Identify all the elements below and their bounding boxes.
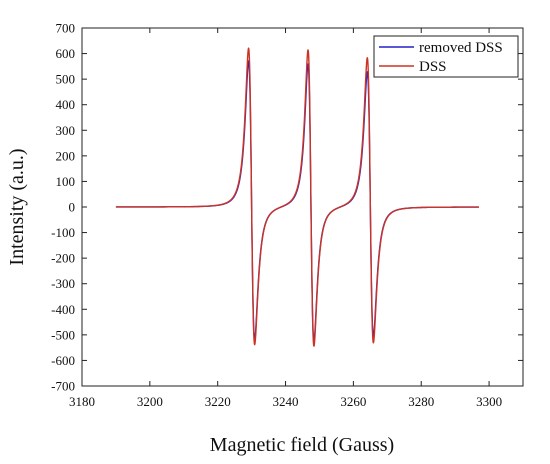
- y-tick-label: -600: [51, 353, 75, 368]
- y-tick-label: 600: [56, 46, 76, 61]
- y-tick-label: 400: [56, 97, 76, 112]
- x-axis-title: Magnetic field (Gauss): [210, 434, 394, 456]
- legend-label-removed-dss: removed DSS: [419, 40, 503, 56]
- y-tick-label: -300: [51, 276, 75, 291]
- x-tick-label: 3180: [69, 394, 95, 409]
- y-tick-label: 200: [56, 148, 76, 163]
- y-tick-label: 100: [56, 174, 76, 189]
- x-tick-label: 3240: [273, 394, 299, 409]
- x-tick-label: 3260: [340, 394, 366, 409]
- x-tick-label: 3280: [408, 394, 434, 409]
- x-tick-label: 3300: [476, 394, 502, 409]
- legend-label-dss: DSS: [419, 59, 447, 75]
- y-tick-label: -500: [51, 327, 75, 342]
- y-tick-label: -700: [51, 379, 75, 394]
- x-tick-label: 3220: [205, 394, 231, 409]
- series-line-removed-dss: [115, 60, 480, 342]
- y-tick-label: 700: [56, 21, 76, 36]
- series-layer: [115, 47, 480, 347]
- x-tick-label: 3200: [137, 394, 163, 409]
- y-axis-title: Intensity (a.u.): [6, 148, 28, 265]
- y-tick-label: -100: [51, 225, 75, 240]
- y-tick-label: -200: [51, 251, 75, 266]
- ticks-layer: 3180 3200 3220 3240 3260 3280 3300 700 600 500 400…: [51, 21, 523, 409]
- legend-box: [373, 35, 519, 78]
- series-line-dss: [115, 47, 480, 347]
- y-tick-label: 0: [69, 200, 76, 215]
- legend: removed DSS DSS: [373, 35, 519, 78]
- y-tick-label: -400: [51, 302, 75, 317]
- y-tick-label: 500: [56, 72, 76, 87]
- y-tick-label: 300: [56, 123, 76, 138]
